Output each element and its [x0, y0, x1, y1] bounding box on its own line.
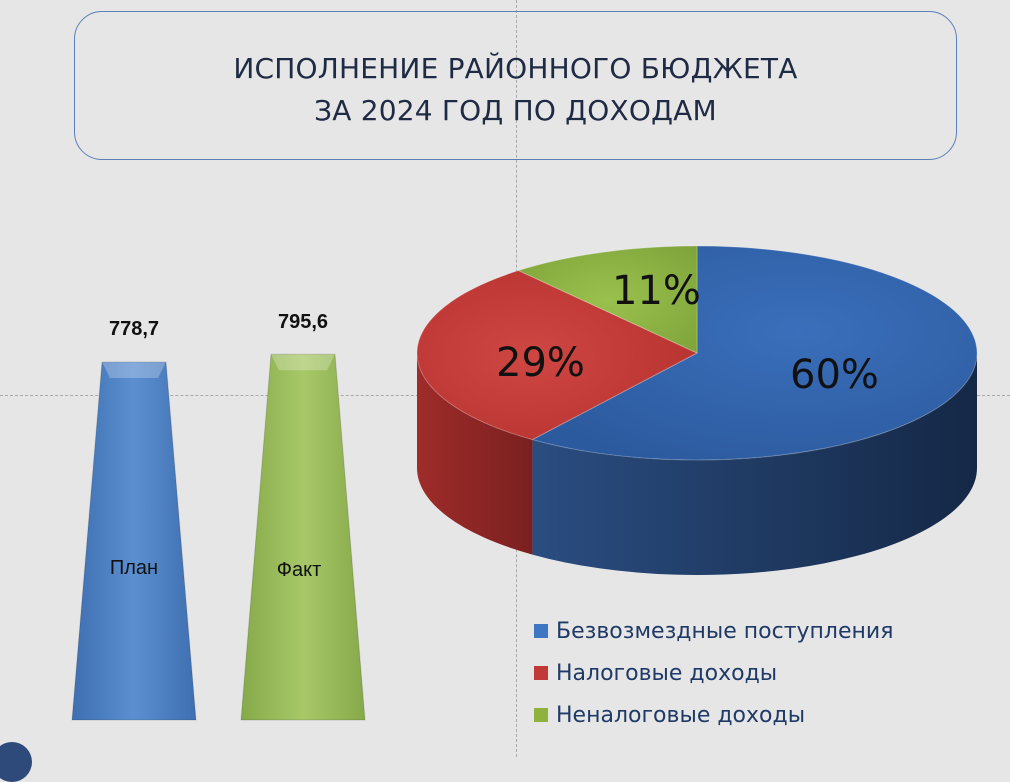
bar-chart — [71, 353, 366, 721]
bar-value-fact: 795,6 — [277, 311, 329, 333]
pie-chart — [416, 245, 978, 576]
pie-slice-nontax — [517, 245, 698, 354]
title-box: ИСПОЛНЕНИЕ РАЙОННОГО БЮДЖЕТА ЗА 2024 ГОД… — [74, 11, 957, 160]
bar-plan — [71, 361, 197, 721]
legend-item-grants: Безвозмездные поступления — [534, 610, 893, 652]
pie-legend: Безвозмездные поступления Налоговые дохо… — [534, 610, 893, 736]
title-line-1: ИСПОЛНЕНИЕ РАЙОННОГО БЮДЖЕТА — [233, 52, 798, 85]
legend-label-nontax: Неналоговые доходы — [556, 702, 806, 728]
bar-plan-bevel — [102, 362, 166, 378]
pie-label-grants: 60% — [790, 352, 879, 398]
bar-label-fact: Факт — [276, 559, 322, 581]
title-line-2: ЗА 2024 ГОД ПО ДОХОДАМ — [314, 94, 717, 127]
corner-decoration — [0, 742, 32, 782]
legend-swatch-tax — [534, 666, 548, 680]
bar-fact — [240, 353, 366, 721]
legend-label-tax: Налоговые доходы — [556, 660, 778, 686]
pie-slice-tax — [416, 270, 699, 441]
pie-slice-grants — [531, 245, 978, 461]
page-title: ИСПОЛНЕНИЕ РАЙОННОГО БЮДЖЕТА ЗА 2024 ГОД… — [75, 48, 956, 132]
legend-item-tax: Налоговые доходы — [534, 652, 893, 694]
legend-label-grants: Безвозмездные поступления — [556, 618, 894, 644]
bar-label-plan: План — [109, 557, 159, 579]
pie-slice-grants-side — [532, 353, 977, 576]
legend-swatch-grants — [534, 624, 548, 638]
pie-label-nontax: 11% — [612, 268, 701, 314]
legend-item-nontax: Неналоговые доходы — [534, 694, 893, 736]
pie-slice-tax-side — [417, 353, 533, 555]
bar-fact-bevel — [271, 354, 335, 371]
legend-swatch-nontax — [534, 708, 548, 722]
charts-canvas — [71, 245, 978, 721]
pie-label-tax: 29% — [496, 340, 585, 386]
bar-value-plan: 778,7 — [108, 318, 160, 340]
